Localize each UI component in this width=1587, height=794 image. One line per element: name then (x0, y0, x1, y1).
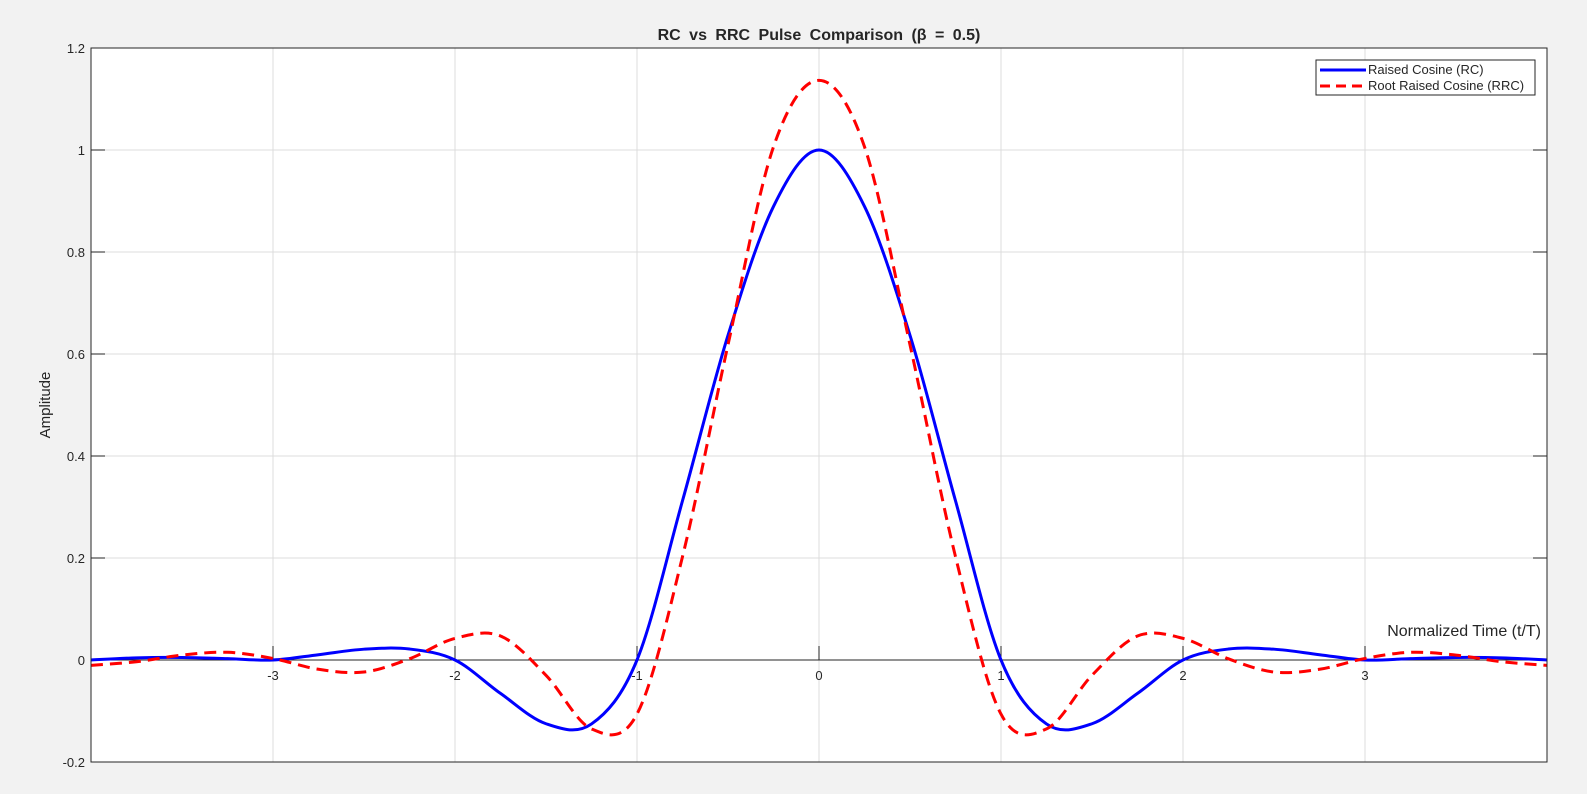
x-tick-label: -1 (631, 668, 643, 683)
y-tick-label: 0 (78, 653, 85, 668)
chart-title: RC vs RRC Pulse Comparison (β = 0.5) (658, 27, 981, 44)
y-tick-label: 1.2 (67, 41, 85, 56)
x-axis-label: Normalized Time (t/T) (1387, 623, 1541, 640)
y-tick-label: 0.4 (67, 449, 85, 464)
x-tick-label: -2 (449, 668, 461, 683)
x-tick-label: 0 (815, 668, 822, 683)
legend-box (1315, 59, 1536, 96)
legend-label-rrc: Root Raised Cosine (RRC) (1368, 78, 1524, 93)
y-tick-label: 0.8 (67, 245, 85, 260)
y-tick-label: -0.2 (63, 755, 85, 770)
x-tick-label: -3 (267, 668, 279, 683)
y-tick-label: 0.2 (67, 551, 85, 566)
rrc-series-line (90, 78, 1548, 737)
rc-series-line (90, 148, 1548, 732)
y-tick-label: 1 (78, 143, 85, 158)
x-tick-label: 2 (1179, 668, 1186, 683)
series-lines (90, 78, 1548, 737)
y-axis-label: Amplitude (37, 372, 54, 439)
x-tick-label: 1 (997, 668, 1004, 683)
legend-label-rc: Raised Cosine (RC) (1368, 62, 1484, 77)
legend[interactable]: Raised Cosine (RC) Root Raised Cosine (R… (1315, 59, 1536, 96)
y-tick-label: 0.6 (67, 347, 85, 362)
x-tick-label: 3 (1361, 668, 1368, 683)
plot-frame (90, 47, 1548, 763)
axes: -3 -2 -1 0 1 2 3 -0.2 0 0.2 0.4 0.6 0.8 1 1.2 (63, 41, 1547, 770)
